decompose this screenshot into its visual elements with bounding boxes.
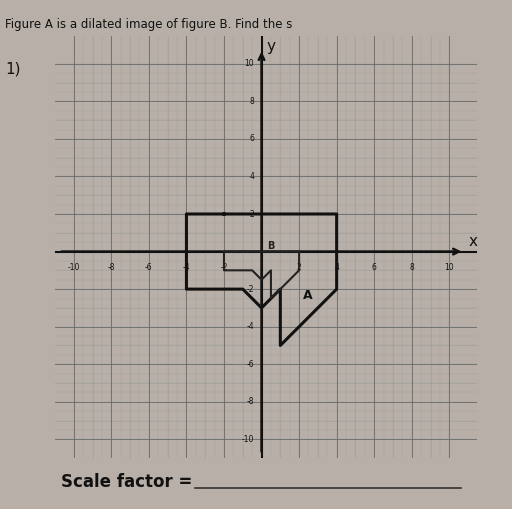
Text: 2: 2 — [249, 210, 254, 218]
Text: -10: -10 — [68, 263, 80, 272]
Text: A: A — [303, 289, 312, 301]
Text: -4: -4 — [183, 263, 190, 272]
Text: 2: 2 — [297, 263, 302, 272]
Text: Scale factor =: Scale factor = — [61, 473, 193, 491]
Text: -4: -4 — [246, 322, 254, 331]
Text: B: B — [267, 241, 274, 251]
Text: 10: 10 — [444, 263, 454, 272]
Text: -6: -6 — [145, 263, 153, 272]
Text: y: y — [266, 39, 275, 53]
Text: -8: -8 — [108, 263, 115, 272]
Text: 10: 10 — [244, 59, 254, 68]
Text: Figure A is a dilated image of figure B. Find the s: Figure A is a dilated image of figure B.… — [5, 18, 292, 31]
Text: -8: -8 — [247, 397, 254, 406]
Text: 4: 4 — [249, 172, 254, 181]
Text: 8: 8 — [249, 97, 254, 106]
Text: -10: -10 — [242, 435, 254, 444]
Text: -2: -2 — [220, 263, 228, 272]
Text: x: x — [468, 234, 477, 249]
Text: -2: -2 — [247, 285, 254, 294]
Text: 6: 6 — [249, 134, 254, 144]
Text: 1): 1) — [5, 61, 20, 76]
Text: 4: 4 — [334, 263, 339, 272]
Text: 8: 8 — [410, 263, 414, 272]
Text: -6: -6 — [246, 360, 254, 369]
Text: 6: 6 — [372, 263, 377, 272]
